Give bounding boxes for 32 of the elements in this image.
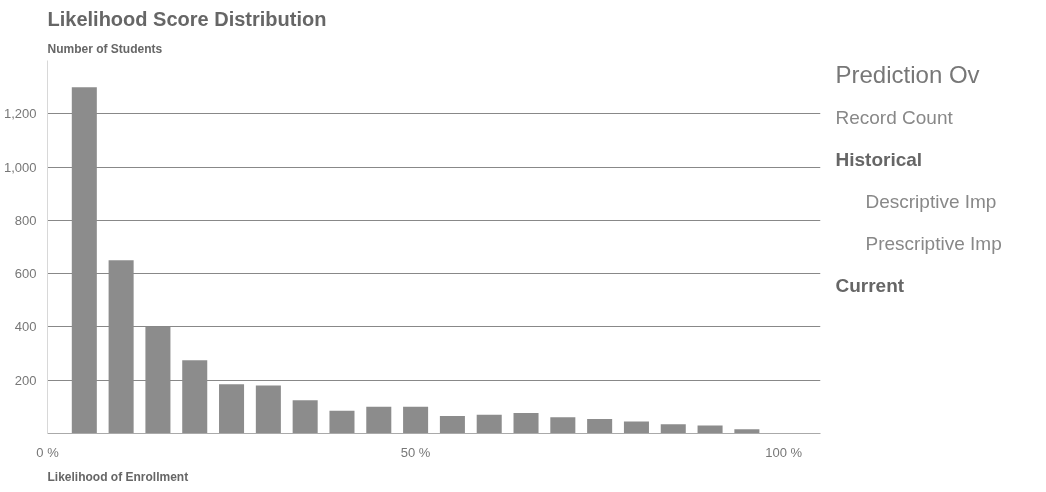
y-tick-label: 200 xyxy=(14,372,37,388)
bar xyxy=(403,406,429,434)
y-tick-label: 1,200 xyxy=(3,106,37,122)
y-tick-label: 400 xyxy=(14,319,37,335)
bar xyxy=(660,424,686,434)
bar xyxy=(255,385,281,434)
y-tick-label: 1,000 xyxy=(3,159,37,175)
bar xyxy=(366,406,392,434)
x-tick-label: 0 % xyxy=(36,444,60,460)
text: Record Count xyxy=(835,106,954,128)
y-tick-label: 600 xyxy=(14,266,37,282)
x-tick-label: 100 % xyxy=(765,444,803,460)
text: Historical xyxy=(835,148,923,170)
y-tick-label: 800 xyxy=(14,212,37,228)
bar xyxy=(513,412,539,434)
bar xyxy=(550,417,576,434)
chart-title: Likelihood Score Distribution xyxy=(47,7,327,30)
bar xyxy=(329,410,355,434)
x-axis-title: Likelihood of Enrollment xyxy=(47,469,189,484)
bar xyxy=(476,414,502,434)
bar xyxy=(292,400,318,434)
bar xyxy=(439,415,465,434)
text: Prediction Ov xyxy=(835,61,980,89)
text: Current xyxy=(835,274,905,296)
x-tick-label: 50 % xyxy=(400,444,431,460)
text: Prescriptive Imp xyxy=(865,232,1002,254)
bar xyxy=(734,429,760,434)
bar xyxy=(587,419,613,434)
bar xyxy=(623,421,649,434)
text: Descriptive Imp xyxy=(865,190,997,212)
y-axis-title: Number of Students xyxy=(47,41,163,56)
bar xyxy=(219,384,245,434)
